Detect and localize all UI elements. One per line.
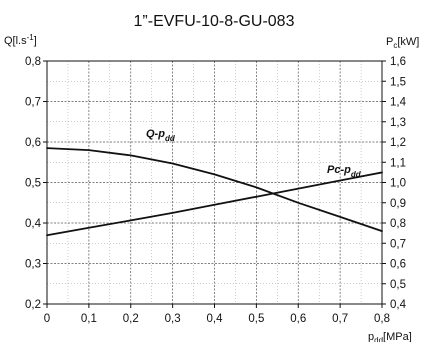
x-tick-label: 0,5 [248, 313, 264, 325]
y2-tick-label: 1,0 [390, 178, 406, 190]
y-axis-label: Q[l.s-1] [4, 33, 37, 47]
y2-tick-label: 1,5 [390, 76, 406, 88]
series-line-pc [46, 171, 383, 237]
x-tick-label: 0,4 [207, 313, 224, 325]
y-tick-label: 0,2 [25, 299, 41, 311]
series-label-q: Q-pdd [146, 128, 176, 143]
ticks-layer: 0 0,1 0,2 0,3 0,4 0,5 0,6 0,7 0,8 0,2 0,3 0,4 0,5 0,6… [25, 56, 407, 325]
y2-tick-label: 0,6 [390, 259, 406, 271]
y2-tick-label: 0,4 [390, 299, 407, 311]
y2-tick-label: 0,5 [390, 279, 406, 291]
series-line-q [46, 147, 383, 233]
y2-tick-label: 1,2 [390, 137, 406, 149]
x-tick-label: 0,2 [123, 313, 139, 325]
y2-tick-label: 1,3 [390, 117, 406, 129]
y2-tick-label: 1,6 [390, 56, 406, 68]
x-tick-label: 0,3 [165, 313, 181, 325]
y2-axis-label: Pc[kW] [386, 36, 419, 50]
x-tick-label: 0,1 [81, 313, 97, 325]
x-axis-label: pdd[MPa] [368, 331, 412, 342]
y2-tick-label: 0,8 [390, 218, 406, 230]
y-tick-label: 0,6 [25, 137, 41, 149]
y-tick-label: 0,5 [25, 178, 41, 190]
series-label-pc: Pc-pdd [327, 164, 362, 179]
y2-tick-label: 1,1 [390, 157, 406, 169]
x-tick-label: 0,6 [290, 313, 306, 325]
chart-title: 1”-EVFU-10-8-GU-083 [134, 13, 295, 30]
y2-tick-label: 0,7 [390, 238, 406, 250]
series-layer [46, 147, 383, 237]
x-tick-label: 0,8 [374, 313, 390, 325]
y-tick-label: 0,8 [25, 56, 41, 68]
x-tick-label: 0,7 [332, 313, 348, 325]
y-tick-label: 0,7 [25, 97, 41, 109]
y-tick-label: 0,3 [25, 259, 41, 271]
y2-tick-label: 0,9 [390, 198, 406, 210]
y2-tick-label: 1,4 [390, 97, 407, 109]
minor-grid [47, 61, 382, 304]
y-tick-label: 0,4 [25, 218, 42, 230]
x-tick-label: 0 [44, 313, 50, 325]
major-grid [47, 61, 382, 304]
